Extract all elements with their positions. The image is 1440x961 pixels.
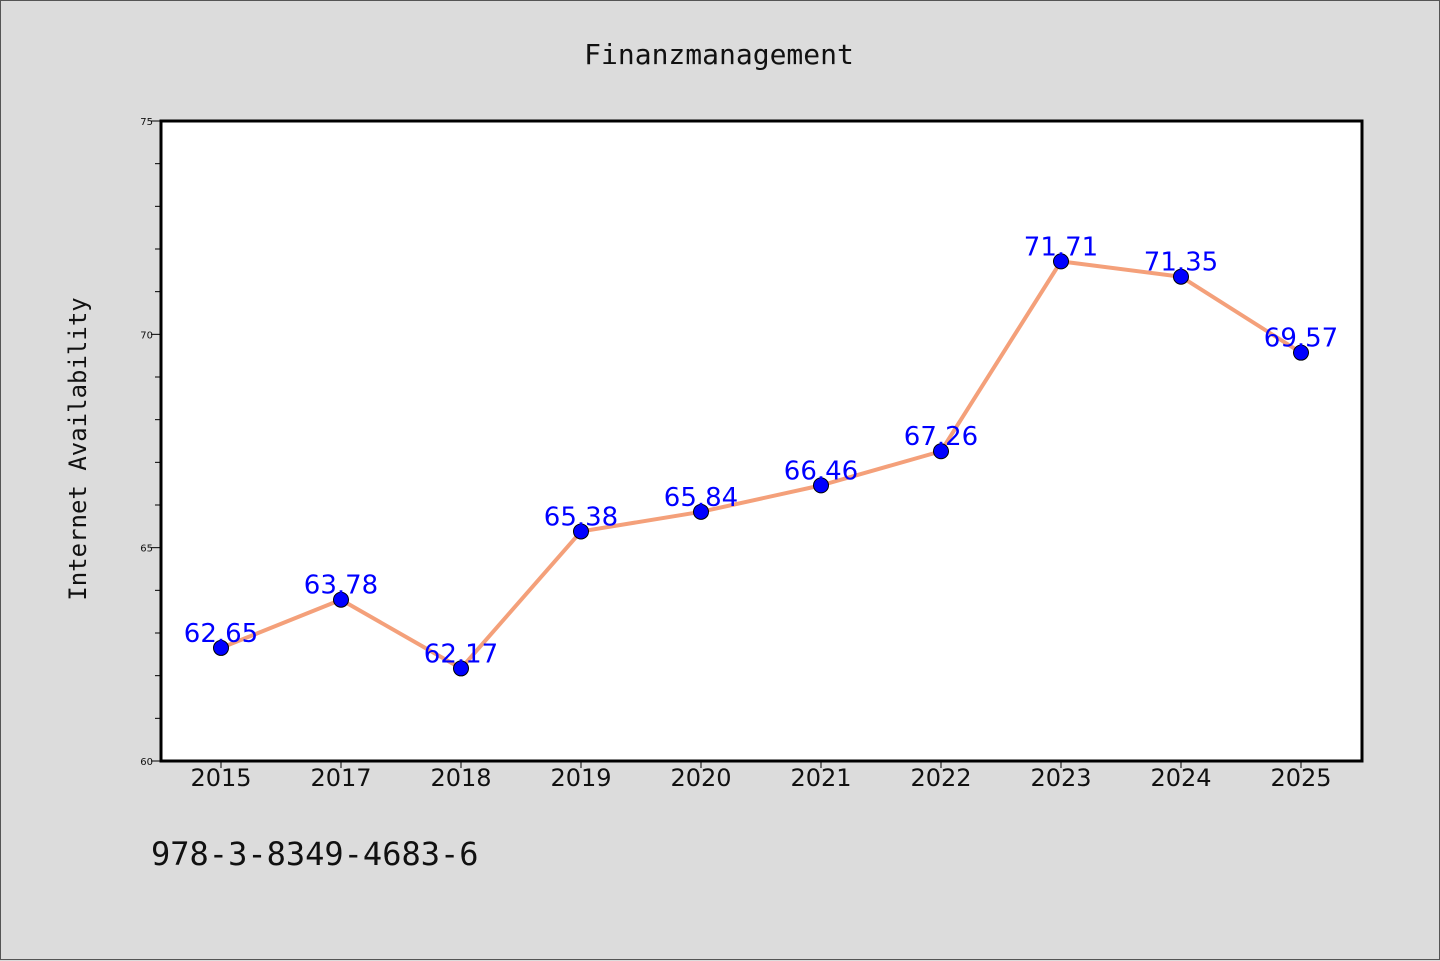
data-label: 71.35 bbox=[1144, 248, 1218, 278]
x-tick-label: 2022 bbox=[910, 764, 971, 792]
y-axis: 60 65 70 75 bbox=[140, 117, 161, 768]
data-label: 71.71 bbox=[1024, 232, 1098, 262]
data-label: 65.38 bbox=[544, 502, 618, 532]
data-point bbox=[1173, 268, 1189, 285]
chart-title: Finanzmanagement bbox=[584, 38, 854, 71]
data-point bbox=[693, 503, 709, 520]
x-tick-label: 2017 bbox=[310, 764, 371, 792]
plot-area bbox=[159, 119, 1364, 763]
y-tick-label: 75 bbox=[140, 117, 153, 128]
series-path bbox=[220, 259, 1303, 671]
data-label: 62.17 bbox=[424, 639, 498, 669]
x-tick-label: 2015 bbox=[190, 764, 251, 792]
data-labels: 62.65 63.78 62.17 65.38 65.84 66.46 67.26 71.71… bbox=[184, 232, 1338, 669]
y-tick-label: 60 bbox=[140, 757, 153, 768]
data-point bbox=[1293, 344, 1309, 361]
data-point bbox=[813, 477, 829, 494]
x-tick-label: 2018 bbox=[430, 764, 491, 792]
y-axis-label: Internet Availability bbox=[64, 297, 92, 600]
x-tick-label: 2021 bbox=[790, 764, 851, 792]
data-label: 67.26 bbox=[904, 422, 978, 452]
data-point bbox=[453, 660, 469, 677]
data-label: 65.84 bbox=[664, 483, 738, 513]
series-markers bbox=[213, 253, 1309, 677]
data-label: 62.65 bbox=[184, 619, 258, 649]
x-tick-label: 2024 bbox=[1150, 764, 1211, 792]
data-label: 66.46 bbox=[784, 456, 858, 486]
data-point bbox=[213, 639, 229, 656]
data-label: 69.57 bbox=[1264, 324, 1338, 354]
x-axis: 2015 2017 2018 2019 2020 2021 2022 2023 2024 2025 bbox=[190, 761, 1332, 792]
data-point bbox=[573, 523, 589, 540]
y-tick-label: 70 bbox=[140, 330, 153, 341]
x-tick-label: 2025 bbox=[1270, 764, 1331, 792]
x-tick-label: 2020 bbox=[670, 764, 731, 792]
series-line bbox=[220, 259, 1303, 671]
data-point bbox=[333, 591, 349, 608]
data-point bbox=[933, 443, 949, 460]
isbn-text: 978-3-8349-4683-6 bbox=[151, 835, 479, 873]
data-label: 63.78 bbox=[304, 571, 378, 601]
x-tick-label: 2023 bbox=[1030, 764, 1091, 792]
y-tick-label: 65 bbox=[140, 544, 153, 555]
data-point bbox=[1053, 253, 1069, 270]
x-tick-label: 2019 bbox=[550, 764, 611, 792]
